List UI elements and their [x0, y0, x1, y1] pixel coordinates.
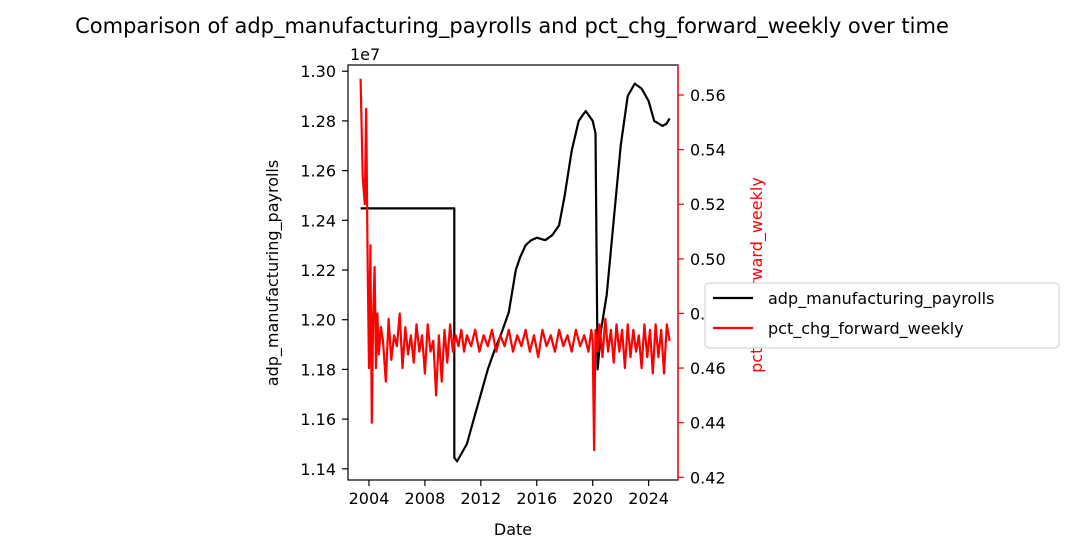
- y-right-tick-label: 0.56: [690, 86, 726, 105]
- y-left-tick-label: 1.24: [300, 211, 336, 230]
- y-right-tick-label: 0.46: [690, 359, 726, 378]
- y-right-tick-label: 0.50: [690, 250, 726, 269]
- y-right-tick-label: 0.52: [690, 195, 726, 214]
- x-axis-label: Date: [494, 520, 532, 539]
- y-left-tick-label: 1.14: [300, 460, 336, 479]
- y-left-tick-label: 1.18: [300, 360, 336, 379]
- x-tick-label: 2016: [516, 489, 557, 508]
- x-tick-label: 2020: [572, 489, 613, 508]
- y-left-tick-label: 1.20: [300, 311, 336, 330]
- y-right-tick-label: 0.42: [690, 468, 726, 487]
- x-axis-ticks: 2004 2008 2012 2016 2020 2024: [349, 480, 669, 508]
- legend-label-adp-manufacturing-payrolls: adp_manufacturing_payrolls: [768, 289, 994, 309]
- x-tick-label: 2004: [349, 489, 390, 508]
- y-left-tick-label: 1.30: [300, 62, 336, 81]
- y-left-axis-label: adp_manufacturing_payrolls: [263, 160, 283, 386]
- chart-title: Comparison of adp_manufacturing_payrolls…: [75, 14, 949, 39]
- y-right-axis-ticks: 0.420.440.460.480.500.520.540.56: [677, 65, 726, 487]
- y-left-tick-label: 1.22: [300, 261, 336, 280]
- y-left-offset-label: 1e7: [350, 45, 380, 64]
- y-left-tick-label: 1.28: [300, 112, 336, 131]
- legend-box: [704, 282, 1060, 349]
- x-tick-label: 2012: [460, 489, 501, 508]
- y-right-tick-label: 0.44: [690, 414, 726, 433]
- y-right-tick-label: 0.54: [690, 141, 726, 160]
- plot-series: [359, 78, 671, 463]
- legend-label-pct-chg-forward-weekly: pct_chg_forward_weekly: [768, 319, 964, 339]
- x-tick-label: 2008: [405, 489, 446, 508]
- legend: adp_manufacturing_payrolls pct_chg_forwa…: [704, 282, 1060, 349]
- y-left-tick-label: 1.26: [300, 162, 336, 181]
- x-tick-label: 2024: [628, 489, 669, 508]
- series-line-adp-manufacturing-payrolls: [360, 82, 671, 463]
- y-left-axis-ticks: 1.14 1.16 1.18 1.20 1.22 1.24 1.26 1.28 1.30: [300, 62, 348, 479]
- series-line-pct-chg-forward-weekly: [359, 78, 671, 452]
- y-left-tick-label: 1.16: [300, 410, 336, 429]
